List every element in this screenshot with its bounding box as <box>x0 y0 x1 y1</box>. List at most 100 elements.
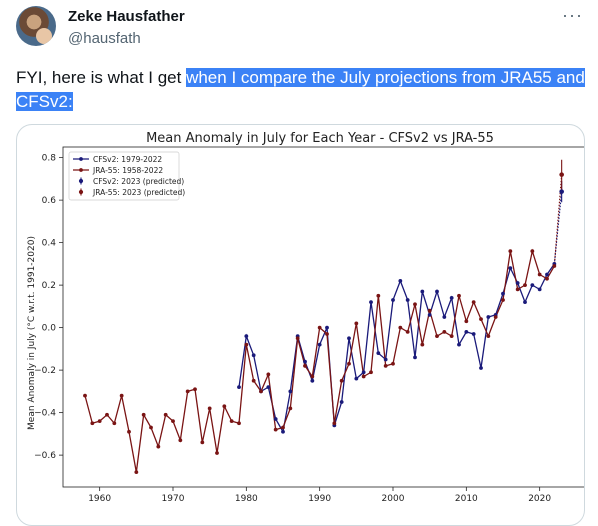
y-axis-label: Mean Anomaly in July (°C w.r.t. 1991-202… <box>27 236 37 430</box>
legend-swatch-marker <box>79 157 83 161</box>
cfsv2-point <box>508 266 513 271</box>
jra55-point <box>508 249 513 254</box>
tweet-media[interactable]: Mean Anomaly in July for Each Year - CFS… <box>16 124 585 526</box>
cfsv2-point <box>383 357 388 362</box>
cfsv2-point <box>537 287 542 292</box>
jra55-point <box>105 412 109 417</box>
cfsv2-point <box>354 376 359 381</box>
y-tick-label: −0.4 <box>34 409 56 419</box>
jra55-point <box>215 451 219 455</box>
jra55-point <box>501 298 505 302</box>
jra55-point <box>427 308 432 313</box>
legend-swatch-marker <box>79 168 83 172</box>
x-tick-label: 2010 <box>455 494 478 504</box>
cfsv2-point <box>486 315 491 319</box>
jra55-2023-prediction-point <box>559 172 564 177</box>
jra55-point <box>112 421 117 426</box>
jra55-point <box>193 387 197 392</box>
jra55-point <box>486 334 491 339</box>
jra55-point <box>332 421 337 426</box>
cfsv2-point <box>347 336 351 341</box>
more-options-icon[interactable]: ··· <box>562 5 583 25</box>
plot-frame <box>62 146 584 488</box>
cfsv2-point <box>273 417 278 421</box>
x-tick-label: 1990 <box>308 494 331 504</box>
jra55-point <box>200 440 205 445</box>
y-tick-label: 0.2 <box>42 281 56 291</box>
x-tick-label: 1960 <box>88 494 111 504</box>
cfsv2-point <box>471 332 476 336</box>
jra55-point <box>83 393 87 398</box>
cfsv2-point <box>339 400 344 404</box>
cfsv2-point <box>420 289 425 294</box>
x-tick-label: 2020 <box>528 494 551 504</box>
cfsv2-point <box>523 300 527 305</box>
x-tick-label: 1970 <box>162 494 185 504</box>
cfsv2-point <box>427 312 432 317</box>
jra55-point <box>244 342 249 347</box>
legend-entry-label: CFSv2: 1979-2022 <box>93 155 162 164</box>
y-tick-label: −0.6 <box>34 451 56 461</box>
jra55-point <box>523 283 527 288</box>
jra55-point <box>339 378 344 383</box>
jra55-point <box>310 374 315 379</box>
jra55-point <box>435 334 439 339</box>
cfsv2-point <box>310 378 315 383</box>
jra55-point <box>127 429 131 434</box>
tweet-text-plain: FYI, here is what I get <box>16 68 187 87</box>
jra55-point <box>383 363 388 368</box>
jra55-point <box>163 412 168 417</box>
jra55-point <box>229 419 234 424</box>
jra55-point <box>391 361 395 366</box>
legend-swatch-marker <box>78 178 84 184</box>
jra55-point <box>317 325 322 330</box>
cfsv2-prediction-connector <box>553 191 563 264</box>
jra55-point <box>457 293 461 298</box>
jra55-point <box>171 419 175 424</box>
jra55-point <box>530 249 535 254</box>
jra55-point <box>288 406 293 411</box>
cfsv2-point <box>464 329 469 334</box>
jra55-point <box>515 287 520 292</box>
jra55-point <box>369 370 373 375</box>
cfsv2-point <box>405 298 410 302</box>
jra55-point <box>119 393 124 398</box>
cfsv2-point <box>413 355 417 360</box>
cfsv2-point <box>251 353 256 358</box>
cfsv2-point <box>361 370 366 375</box>
cfsv2-point <box>325 325 329 330</box>
jra55-point <box>449 334 454 339</box>
avatar[interactable] <box>16 6 56 46</box>
jra55-point <box>354 321 359 326</box>
legend-box <box>68 151 180 201</box>
jra55-point <box>178 438 183 443</box>
cfsv2-point <box>442 315 447 319</box>
jra55-point <box>141 412 146 417</box>
cfsv2-point <box>479 366 483 370</box>
jra55-point <box>420 342 425 347</box>
jra55-point <box>545 276 549 281</box>
cfsv2-point <box>303 359 307 364</box>
jra55-point <box>405 329 410 334</box>
jra55-point <box>259 389 263 394</box>
cfsv2-point <box>515 281 520 285</box>
jra55-point <box>273 427 278 432</box>
author-handle[interactable]: @hausfath <box>68 30 141 47</box>
cfsv2-point <box>457 342 461 347</box>
cfsv2-point <box>281 429 285 434</box>
cfsv2-point <box>449 295 454 300</box>
jra55-point <box>185 389 190 394</box>
jra55-point <box>295 336 300 341</box>
jra55-point <box>156 444 161 449</box>
jra55-point <box>222 404 227 409</box>
jra55-point <box>537 272 542 277</box>
jra55-point <box>134 470 139 475</box>
jra55-point <box>361 374 366 379</box>
cfsv2-point <box>369 300 373 305</box>
legend-entry-label: JRA-55: 2023 (predicted) <box>92 188 185 197</box>
legend-swatch-marker <box>78 189 84 195</box>
jra55-point <box>442 329 447 334</box>
author-name[interactable]: Zeke Hausfather <box>68 8 185 25</box>
cfsv2-point <box>317 342 322 347</box>
jra55-point <box>90 421 95 426</box>
